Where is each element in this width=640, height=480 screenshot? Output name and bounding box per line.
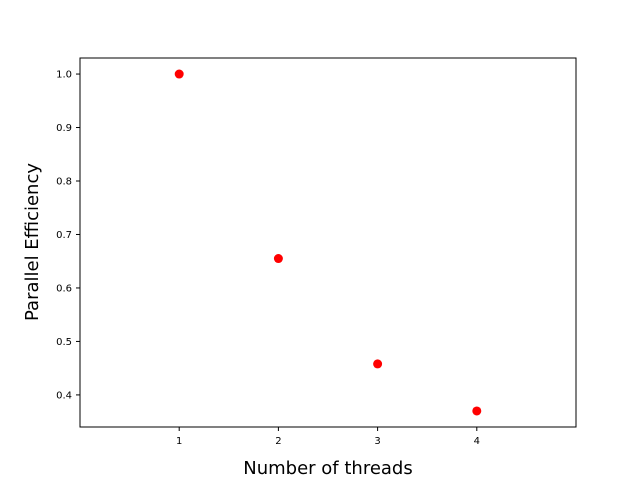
x-tick-label: 2 <box>275 436 281 447</box>
y-tick-label: 0.7 <box>56 230 72 241</box>
y-tick-label: 1.0 <box>56 70 72 81</box>
data-points <box>174 69 482 416</box>
x-axis-label: Number of threads <box>243 458 412 479</box>
data-point <box>174 69 184 79</box>
y-tick-label: 0.8 <box>56 177 72 188</box>
plot-area <box>79 57 577 428</box>
x-tick-label: 1 <box>176 436 182 447</box>
data-point <box>373 359 383 369</box>
y-tick-label: 0.6 <box>56 283 72 294</box>
x-axis-ticks: 1 2 3 4 <box>176 427 480 447</box>
x-tick-label: 4 <box>474 436 480 447</box>
y-tick-label: 0.9 <box>56 123 72 134</box>
y-tick-label: 0.5 <box>56 337 72 348</box>
data-point <box>273 254 283 264</box>
y-tick-label: 0.4 <box>56 390 72 401</box>
x-tick-label: 3 <box>374 436 380 447</box>
data-point <box>472 406 482 416</box>
y-axis-label: Parallel Efficiency <box>22 163 43 321</box>
y-axis-ticks: 0.4 0.5 0.6 0.7 0.8 0.9 1.0 <box>56 70 80 401</box>
